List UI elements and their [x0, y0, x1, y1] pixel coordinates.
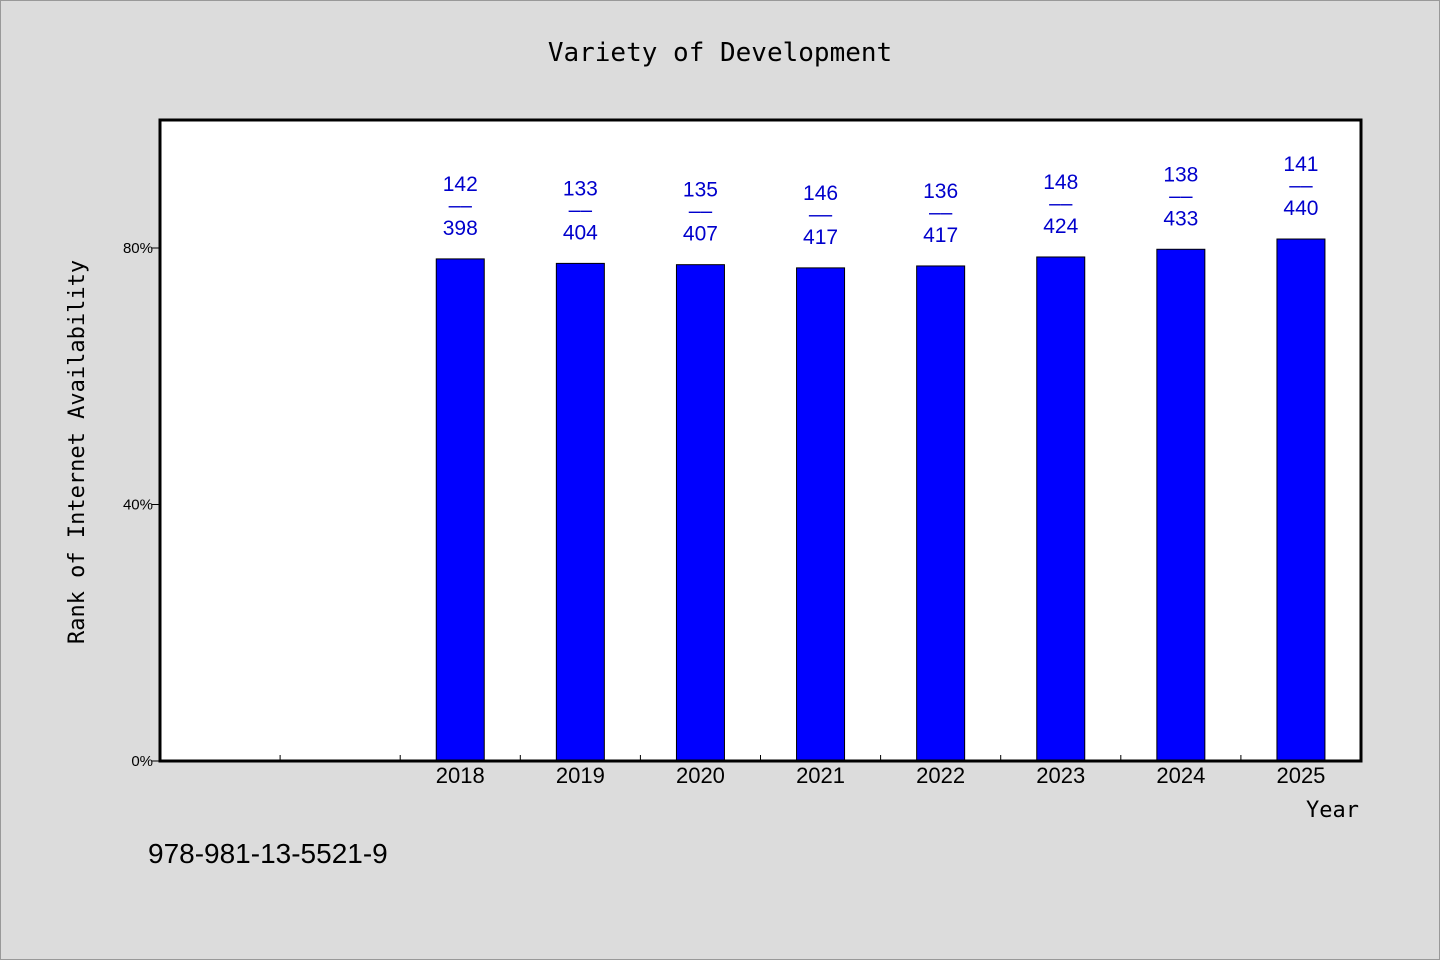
x-tick-label: 2019 [556, 763, 605, 788]
data-label-separator: –– [449, 194, 473, 217]
data-labels-layer: 142––398133––404135––407146––417136––417… [443, 153, 1319, 249]
y-tick-label: 0% [131, 753, 153, 770]
data-label-bottom: 417 [923, 224, 958, 247]
data-label-separator: –– [1049, 192, 1073, 215]
data-label-separator: –– [1289, 174, 1313, 197]
data-label-separator: –– [569, 198, 593, 221]
bar-2021 [796, 267, 846, 762]
x-axis-ticks: 2018 2019 2020 2021 2022 2023 2024 2025 [279, 755, 1325, 788]
data-label-separator: –– [689, 200, 713, 223]
data-label-bottom: 417 [803, 226, 838, 249]
y-axis-ticks: 0% 40% 80% [123, 240, 160, 770]
bar-2025 [1276, 238, 1326, 762]
bar-2020 [675, 264, 725, 762]
bar-2024 [1156, 248, 1206, 762]
bar-2022 [916, 265, 966, 762]
chart-title: Variety of Development [548, 38, 892, 68]
bar-2023 [1036, 256, 1086, 762]
x-tick-label: 2018 [436, 763, 485, 788]
plot-border [158, 118, 1363, 763]
x-tick-label: 2024 [1156, 763, 1205, 788]
x-axis-label: Year [1306, 798, 1359, 823]
data-label-bottom: 398 [443, 217, 478, 240]
bar-2018 [435, 258, 485, 762]
y-tick-label: 40% [123, 497, 153, 514]
data-label-top: 146 [803, 182, 838, 205]
data-label-bottom: 433 [1163, 207, 1198, 230]
x-tick-label: 2021 [796, 763, 845, 788]
data-label-separator: –– [809, 203, 833, 226]
data-label-top: 142 [443, 173, 478, 196]
data-label-bottom: 424 [1043, 215, 1078, 238]
y-tick-label: 80% [123, 240, 153, 257]
data-label-separator: –– [929, 201, 953, 224]
x-tick-label: 2022 [916, 763, 965, 788]
data-label-top: 135 [683, 179, 718, 202]
data-label-bottom: 440 [1283, 197, 1318, 220]
data-label-top: 133 [563, 177, 598, 200]
data-label-separator: –– [1169, 184, 1193, 207]
data-label-top: 138 [1163, 163, 1198, 186]
data-label-top: 141 [1283, 153, 1318, 176]
isbn-text: 978-981-13-5521-9 [148, 838, 388, 869]
data-label-top: 148 [1043, 171, 1078, 194]
x-tick-label: 2023 [1036, 763, 1085, 788]
x-tick-label: 2020 [676, 763, 725, 788]
bars-layer [435, 238, 1326, 762]
data-label-top: 136 [923, 180, 958, 203]
data-label-bottom: 404 [563, 221, 598, 244]
data-label-bottom: 407 [683, 223, 718, 246]
y-axis-label: Rank of Internet Availability [65, 260, 90, 644]
bar-2019 [555, 262, 605, 762]
x-tick-label: 2025 [1276, 763, 1325, 788]
